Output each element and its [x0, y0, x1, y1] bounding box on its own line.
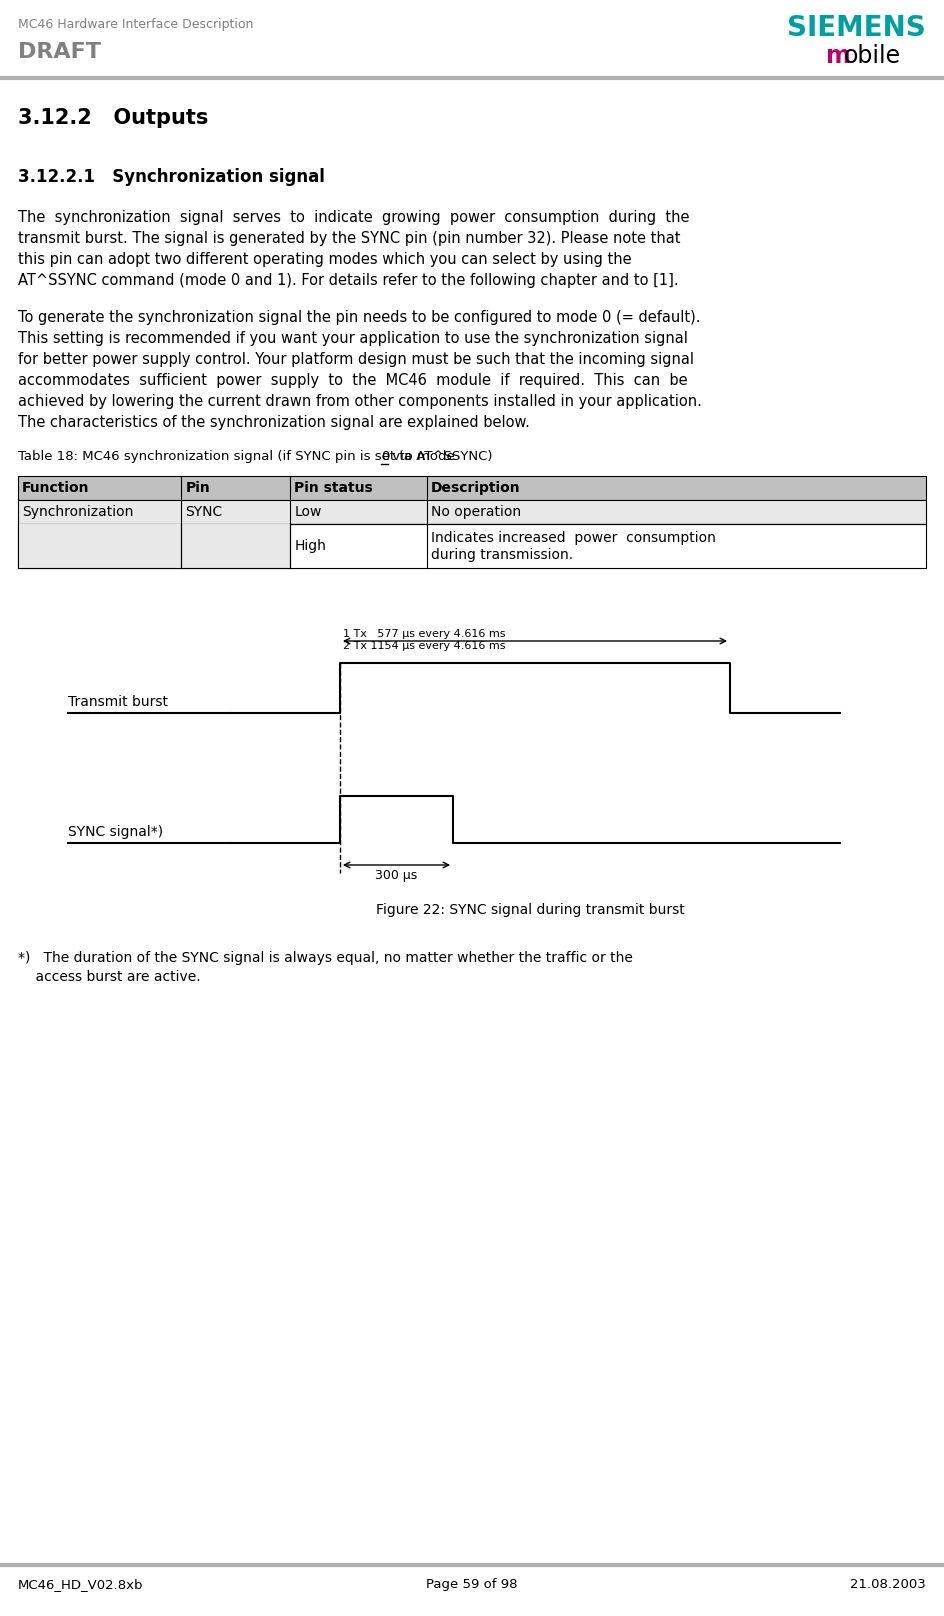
Text: access burst are active.: access burst are active.	[18, 970, 201, 984]
Text: AT^SSYNC command (mode 0 and 1). For details refer to the following chapter and : AT^SSYNC command (mode 0 and 1). For det…	[18, 273, 679, 288]
Text: 1 Tx   577 µs every 4.616 ms: 1 Tx 577 µs every 4.616 ms	[343, 629, 505, 638]
Text: 3.12.2   Outputs: 3.12.2 Outputs	[18, 108, 209, 128]
Text: *)   The duration of the SYNC signal is always equal, no matter whether the traf: *) The duration of the SYNC signal is al…	[18, 950, 632, 965]
Text: 0: 0	[381, 449, 389, 464]
Bar	[18, 524, 926, 567]
Bar	[18, 524, 291, 567]
Text: transmit burst. The signal is generated by the SYNC pin (pin number 32). Please : transmit burst. The signal is generated …	[18, 231, 681, 246]
Text: Synchronization: Synchronization	[22, 504, 133, 519]
Text: via AT^SSYNC): via AT^SSYNC)	[388, 449, 493, 464]
Text: To generate the synchronization signal the pin needs to be configured to mode 0 : To generate the synchronization signal t…	[18, 310, 700, 325]
Text: MC46_HD_V02.8xb: MC46_HD_V02.8xb	[18, 1577, 143, 1592]
Text: Pin: Pin	[185, 482, 211, 494]
Text: DRAFT: DRAFT	[18, 42, 101, 61]
Text: m: m	[826, 44, 851, 68]
Text: obile: obile	[844, 44, 902, 68]
Text: Page 59 of 98: Page 59 of 98	[427, 1577, 517, 1592]
Text: 3.12.2.1   Synchronization signal: 3.12.2.1 Synchronization signal	[18, 168, 325, 186]
Text: SYNC signal*): SYNC signal*)	[68, 826, 163, 839]
Text: 21.08.2003: 21.08.2003	[851, 1577, 926, 1592]
Text: Pin status: Pin status	[295, 482, 373, 494]
Text: Table 18: MC46 synchronization signal (if SYNC pin is set to mode: Table 18: MC46 synchronization signal (i…	[18, 449, 459, 464]
Text: 300 µs: 300 µs	[376, 869, 417, 882]
Text: Figure 22: SYNC signal during transmit burst: Figure 22: SYNC signal during transmit b…	[376, 903, 684, 916]
Bar	[18, 499, 926, 524]
Text: No operation: No operation	[430, 504, 521, 519]
Text: Description: Description	[430, 482, 520, 494]
Text: Transmit burst: Transmit burst	[68, 695, 168, 709]
Text: achieved by lowering the current drawn from other components installed in your a: achieved by lowering the current drawn f…	[18, 394, 702, 409]
Text: MC46 Hardware Interface Description: MC46 Hardware Interface Description	[18, 18, 253, 31]
Text: this pin can adopt two different operating modes which you can select by using t: this pin can adopt two different operati…	[18, 252, 632, 267]
Text: 2 Tx 1154 µs every 4.616 ms: 2 Tx 1154 µs every 4.616 ms	[343, 642, 505, 651]
Text: Indicates increased  power  consumption: Indicates increased power consumption	[430, 532, 716, 545]
Text: The  synchronization  signal  serves  to  indicate  growing  power  consumption : The synchronization signal serves to ind…	[18, 210, 689, 225]
Text: accommodates  sufficient  power  supply  to  the  MC46  module  if  required.  T: accommodates sufficient power supply to …	[18, 373, 687, 388]
Text: SIEMENS: SIEMENS	[787, 15, 926, 42]
Text: SYNC: SYNC	[185, 504, 223, 519]
Text: during transmission.: during transmission.	[430, 548, 573, 562]
Text: The characteristics of the synchronization signal are explained below.: The characteristics of the synchronizati…	[18, 415, 530, 430]
Bar	[18, 477, 926, 499]
Text: Low: Low	[295, 504, 322, 519]
Text: Function: Function	[22, 482, 90, 494]
Text: for better power supply control. Your platform design must be such that the inco: for better power supply control. Your pl…	[18, 352, 694, 367]
Text: This setting is recommended if you want your application to use the synchronizat: This setting is recommended if you want …	[18, 331, 688, 346]
Text: High: High	[295, 540, 327, 553]
